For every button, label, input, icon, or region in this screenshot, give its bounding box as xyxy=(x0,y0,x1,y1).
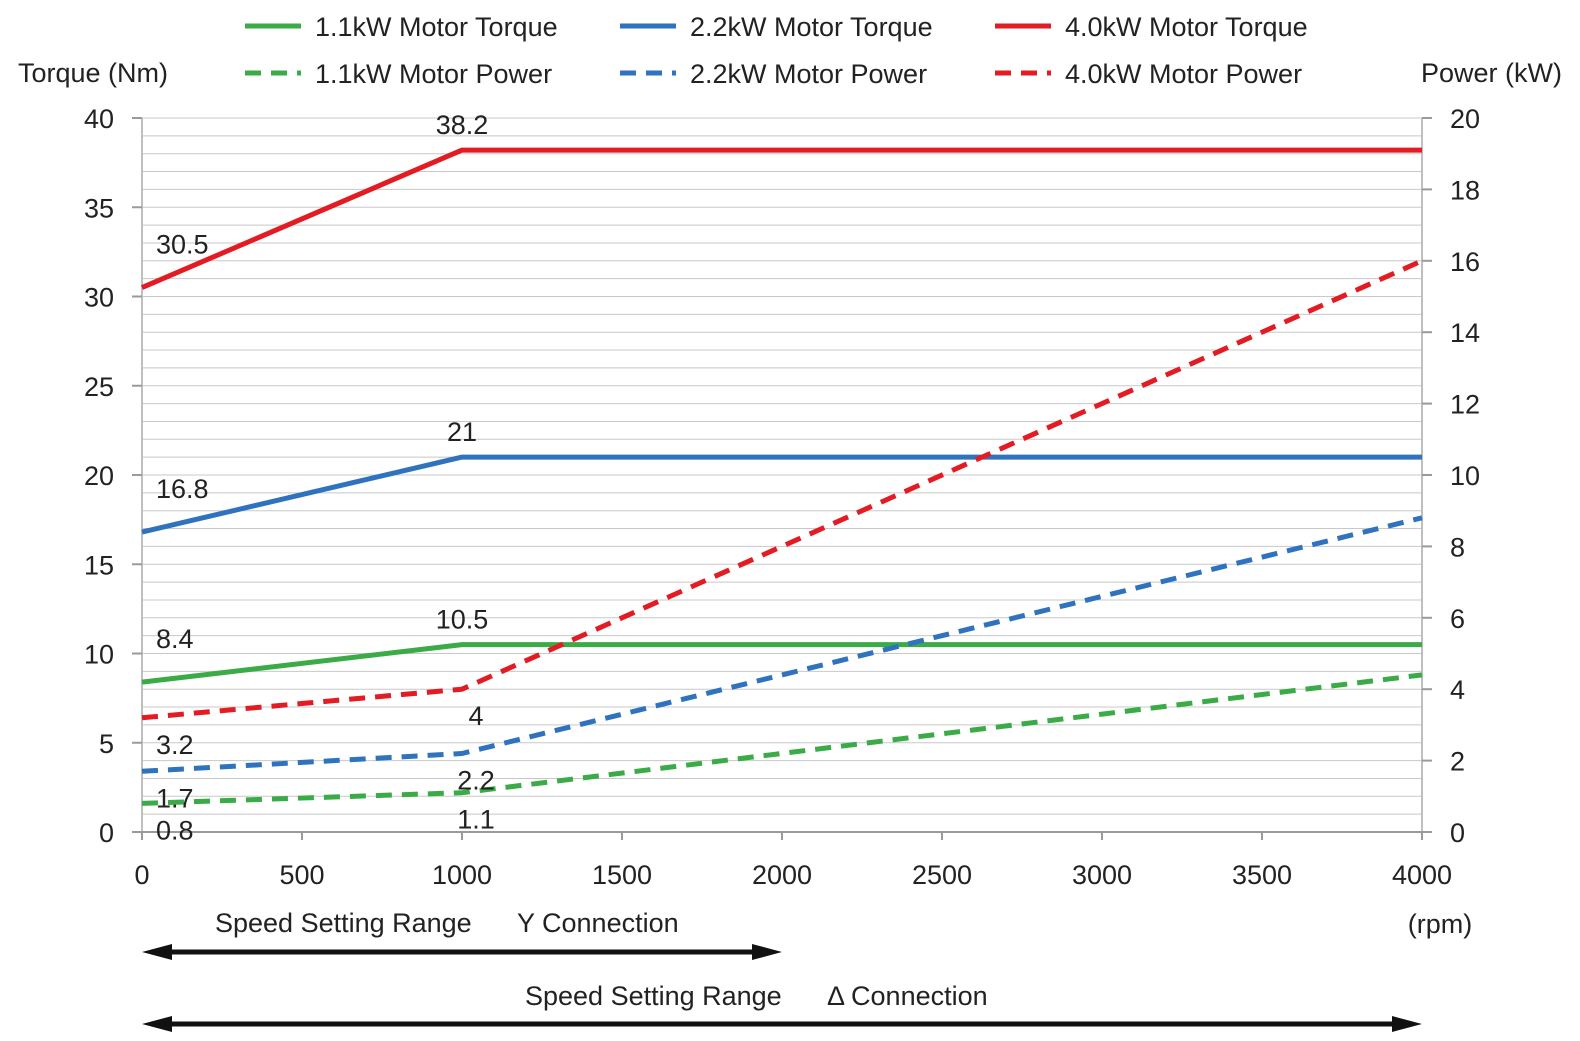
data-label: 16.8 xyxy=(156,474,209,504)
x-tick-label: 3000 xyxy=(1072,860,1132,890)
data-label: 0.8 xyxy=(156,815,194,845)
range-arrow-head-right xyxy=(1392,1016,1422,1032)
speed-ranges: Speed Setting Range Y Connection Speed Set… xyxy=(142,908,1422,1032)
data-label: 30.5 xyxy=(156,230,209,260)
y-left-tick-label: 15 xyxy=(84,550,114,580)
series-line-2-2kw-motor-torque xyxy=(141,454,1422,535)
legend-label: 2.2kW Motor Power xyxy=(690,59,927,89)
data-label: 4 xyxy=(468,701,483,731)
x-tick-label: 4000 xyxy=(1392,860,1452,890)
y-right-tick-label: 6 xyxy=(1450,604,1465,634)
data-labels: 30.5 38.2 16.8 21 8.4 10.5 3.2 4 1.7 2.2 0.8 1.1 xyxy=(156,110,495,845)
series-line-1-1kw-motor-power xyxy=(141,672,1423,806)
data-label: 1.1 xyxy=(457,805,495,835)
x-tick-label: 2000 xyxy=(752,860,812,890)
y-right-tick-label: 0 xyxy=(1450,818,1465,848)
y-left-tick-label: 10 xyxy=(84,640,114,670)
y-right-axis-title: Power (kW) xyxy=(1421,58,1562,88)
x-tick-label: 500 xyxy=(279,860,324,890)
y-right-tick-label: 12 xyxy=(1450,390,1480,420)
legend-label: 1.1kW Motor Torque xyxy=(315,12,558,42)
x-tick-label: 1000 xyxy=(432,860,492,890)
x-tick-label: 3500 xyxy=(1232,860,1292,890)
range-connection-label: Δ Connection xyxy=(827,981,988,1011)
y-left-tick-label: 5 xyxy=(99,729,114,759)
x-axis-unit: (rpm) xyxy=(1408,909,1472,939)
data-label: 1.7 xyxy=(156,783,194,813)
y-left-axis-title: Torque (Nm) xyxy=(18,58,168,88)
series-line-4-0kw-motor-torque xyxy=(141,147,1422,290)
data-label: 2.2 xyxy=(457,765,495,795)
y-right-tick-label: 2 xyxy=(1450,747,1465,777)
data-label: 8.4 xyxy=(156,624,194,654)
x-tick-label: 0 xyxy=(134,860,149,890)
x-tick-label: 2500 xyxy=(912,860,972,890)
data-label: 21 xyxy=(447,417,477,447)
series-line-2-2kw-motor-power xyxy=(141,515,1423,774)
axes: 0 500 1000 1500 2000 2500 3000 3500 400005101520… xyxy=(84,104,1480,890)
y-left-tick-label: 20 xyxy=(84,461,114,491)
y-right-tick-label: 20 xyxy=(1450,104,1480,134)
series-line-4-0kw-motor-power xyxy=(141,258,1424,721)
legend-label: 2.2kW Motor Torque xyxy=(690,12,933,42)
series-layer xyxy=(141,147,1424,806)
data-label: 3.2 xyxy=(156,730,194,760)
range-connection-label: Y Connection xyxy=(517,908,679,938)
y-right-tick-label: 10 xyxy=(1450,461,1480,491)
x-tick-label: 1500 xyxy=(592,860,652,890)
range-label: Speed Setting Range xyxy=(525,981,782,1011)
y-right-tick-label: 4 xyxy=(1450,675,1465,705)
grid-lines xyxy=(142,117,1422,815)
data-label: 10.5 xyxy=(436,605,489,635)
range-arrow-head-left xyxy=(142,1016,172,1032)
range-label: Speed Setting Range xyxy=(215,908,472,938)
y-right-tick-label: 8 xyxy=(1450,532,1465,562)
legend: 1.1kW Motor Torque 2.2kW Motor Torque 4.0k… xyxy=(245,12,1308,89)
series-line-1-1kw-motor-torque xyxy=(141,642,1422,685)
y-left-tick-label: 30 xyxy=(84,283,114,313)
y-left-tick-label: 25 xyxy=(84,372,114,402)
y-right-tick-label: 16 xyxy=(1450,247,1480,277)
legend-label: 4.0kW Motor Power xyxy=(1065,59,1302,89)
range-arrow-head-right xyxy=(752,944,782,960)
y-right-tick-label: 18 xyxy=(1450,175,1480,205)
y-left-tick-label: 35 xyxy=(84,193,114,223)
y-left-tick-label: 0 xyxy=(99,818,114,848)
legend-label: 4.0kW Motor Torque xyxy=(1065,12,1308,42)
y-left-tick-label: 40 xyxy=(84,104,114,134)
y-right-tick-label: 14 xyxy=(1450,318,1480,348)
data-label: 38.2 xyxy=(436,110,489,140)
range-arrow-head-left xyxy=(142,944,172,960)
legend-label: 1.1kW Motor Power xyxy=(315,59,552,89)
